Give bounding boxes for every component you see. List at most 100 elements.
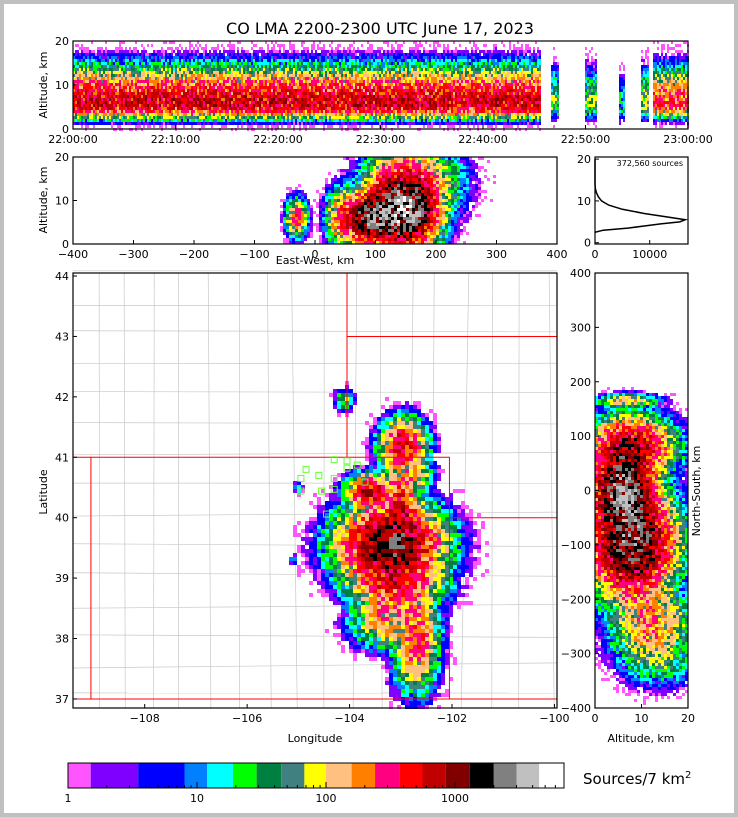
source-cell: [277, 56, 279, 59]
source-cell: [397, 53, 399, 56]
source-cell: [109, 89, 111, 92]
source-cell: [407, 113, 409, 116]
source-cell: [87, 119, 89, 122]
source-cell: [161, 77, 163, 80]
source-cell: [161, 95, 163, 98]
source-cell: [91, 86, 93, 89]
source-cell: [137, 53, 139, 56]
source-cell: [379, 62, 381, 65]
source-cell: [367, 107, 369, 110]
source-cell: [433, 98, 435, 101]
source-cell: [323, 56, 325, 59]
source-cell: [445, 86, 447, 89]
source-cell: [369, 53, 371, 56]
source-cell: [159, 101, 161, 104]
source-cell: [173, 77, 175, 80]
source-cell: [337, 53, 339, 56]
source-cell: [141, 98, 143, 101]
source-cell: [431, 89, 433, 92]
source-cell: [223, 86, 225, 89]
source-cell: [91, 113, 93, 116]
source-cell: [353, 74, 355, 77]
source-cell: [389, 98, 391, 101]
source-cell: [209, 86, 211, 89]
source-cell: [397, 125, 399, 128]
source-cell: [429, 74, 431, 77]
source-cell: [85, 92, 87, 95]
source-cell: [197, 74, 199, 77]
source-cell: [187, 119, 189, 122]
source-cell: [205, 47, 207, 50]
source-cell: [213, 80, 215, 83]
source-cell: [151, 86, 153, 89]
source-cell: [193, 50, 195, 53]
source-cell: [377, 62, 379, 65]
source-cell: [119, 113, 121, 116]
source-cell: [193, 116, 195, 119]
source-cell: [427, 107, 429, 110]
source-cell: [245, 68, 247, 71]
source-cell: [249, 74, 251, 77]
source-cell: [175, 71, 177, 74]
source-cell: [357, 59, 359, 62]
source-cell: [175, 119, 177, 122]
source-cell: [111, 83, 113, 86]
source-cell: [157, 113, 159, 116]
source-cell: [355, 77, 357, 80]
source-cell: [385, 101, 387, 104]
source-cell: [327, 107, 329, 110]
source-cell: [191, 56, 193, 59]
source-cell: [113, 104, 115, 107]
source-cell: [333, 86, 335, 89]
source-cell: [103, 59, 105, 62]
source-cell: [201, 122, 203, 125]
source-cell: [131, 98, 133, 101]
source-cell: [367, 50, 369, 53]
source-cell: [189, 110, 191, 113]
source-cell: [277, 116, 279, 119]
source-cell: [135, 65, 137, 68]
source-cell: [331, 59, 333, 62]
source-cell: [323, 77, 325, 80]
source-cell: [431, 104, 433, 107]
source-cell: [253, 107, 255, 110]
source-cell: [421, 77, 423, 80]
source-cell: [171, 41, 173, 44]
source-cell: [249, 62, 251, 65]
source-cell: [287, 65, 289, 68]
source-cell: [127, 110, 129, 113]
source-cell: [303, 110, 305, 113]
source-cell: [261, 68, 263, 71]
source-cell: [333, 89, 335, 92]
source-cell: [325, 116, 327, 119]
source-cell: [395, 95, 397, 98]
source-cell: [119, 47, 121, 50]
source-cell: [135, 80, 137, 83]
source-cell: [191, 83, 193, 86]
source-cell: [321, 56, 323, 59]
time-height-panel: 22:00:00 22:10:00 22:20:00 22:30:00 22:40:00…: [37, 35, 713, 146]
source-cell: [391, 92, 393, 95]
source-cell: [379, 95, 381, 98]
source-cell: [97, 47, 99, 50]
source-cell: [295, 92, 297, 95]
source-cell: [163, 92, 165, 95]
source-cell: [119, 41, 121, 44]
source-cell: [373, 62, 375, 65]
source-cell: [403, 74, 405, 77]
source-cell: [299, 77, 301, 80]
source-cell: [297, 107, 299, 110]
source-cell: [401, 119, 403, 122]
source-cell: [193, 53, 195, 56]
source-cell: [233, 101, 235, 104]
source-cell: [343, 104, 345, 107]
source-cell: [355, 95, 357, 98]
source-cell: [147, 104, 149, 107]
source-cell: [301, 50, 303, 53]
source-cell: [197, 116, 199, 119]
source-cell: [317, 101, 319, 104]
source-cell: [139, 89, 141, 92]
source-cell: [269, 122, 271, 125]
source-cell: [347, 95, 349, 98]
source-cell: [155, 95, 157, 98]
